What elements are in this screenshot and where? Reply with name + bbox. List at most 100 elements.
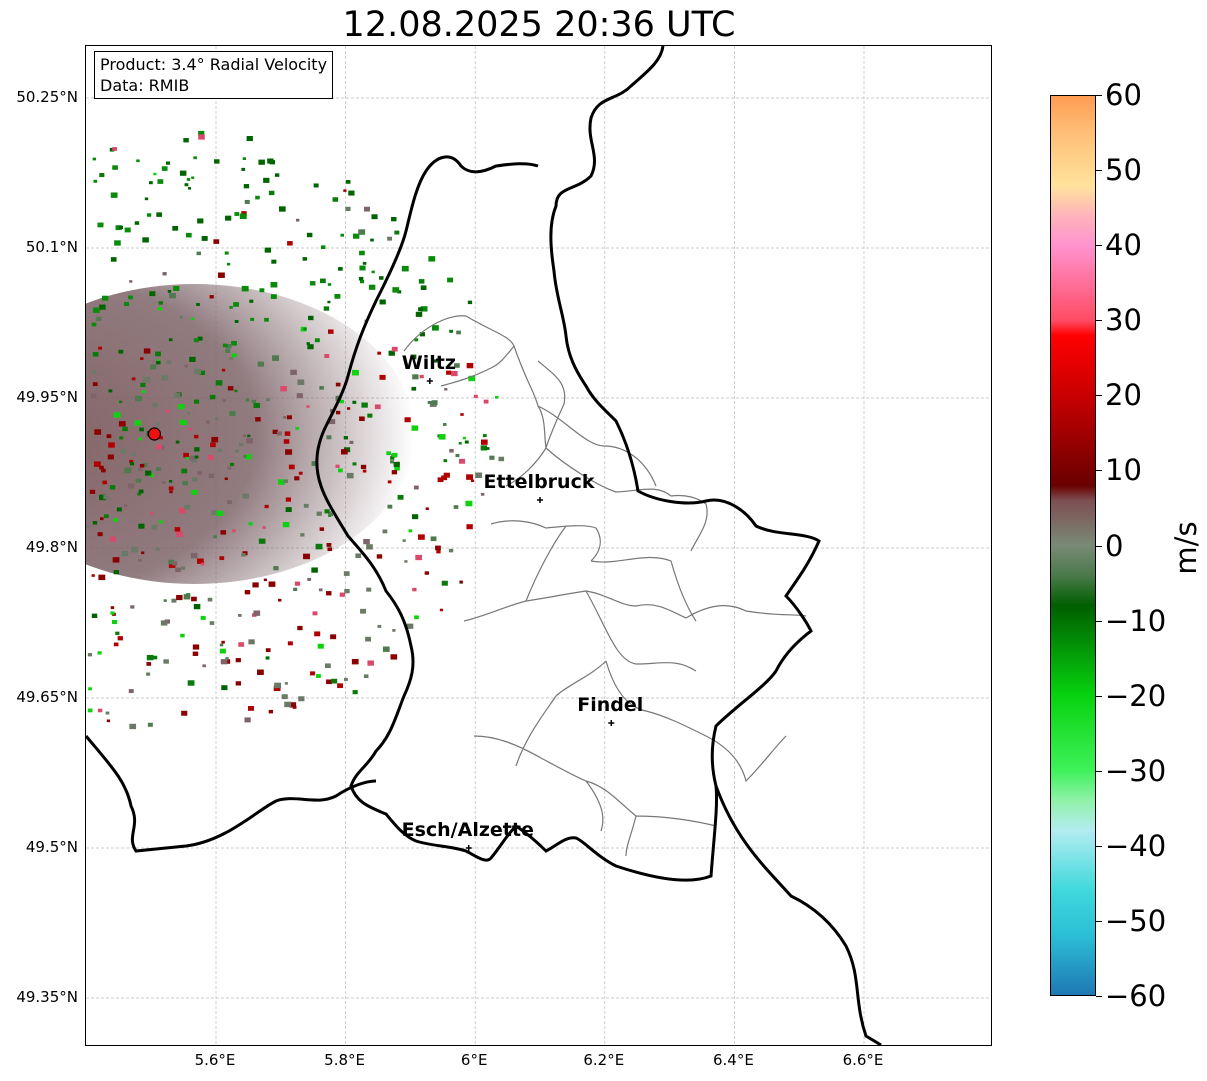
echo-pixel (337, 683, 343, 689)
echo-pixel (99, 304, 106, 310)
echo-pixel (91, 322, 97, 327)
echo-pixel (149, 291, 156, 297)
echo-pixel (131, 377, 136, 381)
echo-pixel (138, 559, 142, 562)
echo-pixel (138, 467, 143, 472)
echo-pixel (467, 300, 473, 305)
echo-pixel (156, 212, 162, 217)
echo-pixel (295, 426, 299, 430)
echo-pixel (183, 452, 189, 458)
city-marker (608, 720, 615, 726)
echo-pixel (418, 307, 423, 312)
echo-pixel (242, 493, 249, 499)
colorbar-tick-mark (1096, 545, 1102, 547)
echo-pixel (192, 477, 198, 482)
echo-pixel (391, 216, 397, 222)
echo-pixel (115, 631, 120, 635)
echo-pixel (88, 687, 92, 691)
echo-pixel (238, 442, 244, 447)
echo-pixel (456, 330, 461, 335)
echo-pixel (249, 299, 254, 303)
echo-pixel (90, 393, 97, 398)
echo-pixel (323, 306, 330, 311)
latitude-label: 49.35°N (16, 988, 78, 1006)
echo-pixel (458, 442, 462, 445)
echo-pixel (319, 386, 324, 390)
echo-pixel (308, 315, 314, 321)
echo-pixel (224, 477, 228, 481)
echo-pixel (270, 282, 278, 288)
echo-pixel (225, 215, 232, 221)
echo-pixel (179, 315, 183, 319)
longitude-label: 6°E (460, 1051, 488, 1069)
echo-pixel (134, 420, 142, 426)
echo-pixel (483, 399, 489, 404)
echo-pixel (255, 195, 260, 200)
echo-pixel (87, 653, 93, 657)
echo-pixel (276, 431, 282, 436)
echo-pixel (462, 436, 466, 440)
echo-pixel (387, 504, 393, 509)
echo-pixel (221, 368, 226, 372)
echo-pixel (129, 280, 133, 283)
radar-site-marker[interactable] (147, 427, 162, 441)
echo-pixel (146, 672, 151, 676)
echo-pixel (111, 619, 118, 625)
echo-pixel (194, 368, 202, 375)
echo-pixel (315, 543, 323, 550)
echo-pixel (271, 259, 277, 264)
echo-pixel (138, 489, 144, 494)
echo-pixel (251, 399, 256, 404)
echo-pixel (138, 523, 145, 529)
echo-pixel (480, 492, 485, 496)
echo-pixel (368, 284, 376, 290)
echo-pixel (214, 417, 218, 421)
echo-pixel (387, 236, 393, 241)
echo-pixel (185, 456, 189, 460)
echo-pixel (343, 436, 348, 440)
echo-pixel (498, 456, 505, 462)
echo-pixel (213, 535, 217, 539)
echo-pixel (290, 369, 297, 375)
echo-pixel (386, 451, 392, 456)
echo-pixel (241, 211, 247, 216)
colorbar-unit-label: m/s (1169, 521, 1203, 575)
colorbar-tick-mark (1096, 695, 1102, 697)
city-label: Wiltz (401, 352, 456, 374)
echo-pixel (390, 460, 395, 464)
echo-pixel (224, 251, 229, 255)
echo-pixel (480, 445, 488, 451)
map-plot-area[interactable] (85, 45, 992, 1046)
colorbar-tick-label: 10 (1105, 453, 1142, 488)
echo-pixel (274, 682, 282, 689)
longitude-label: 6.2°E (583, 1051, 625, 1069)
echo-pixel (436, 550, 441, 554)
echo-pixel (211, 510, 218, 516)
echo-pixel (235, 658, 241, 663)
echo-pixel (141, 390, 146, 394)
echo-pixel (278, 598, 282, 602)
echo-pixel (470, 479, 475, 483)
echo-pixel (392, 287, 400, 293)
echo-pixel (327, 300, 331, 304)
echo-pixel (335, 464, 340, 468)
echo-pixel (108, 442, 115, 448)
echo-pixel (248, 639, 255, 645)
echo-pixel (226, 262, 231, 266)
echo-pixel (347, 407, 351, 410)
echo-pixel (282, 522, 290, 528)
echo-pixel (119, 436, 124, 440)
echo-pixel (272, 429, 278, 434)
echo-pixel (91, 370, 97, 374)
echo-pixel (219, 556, 225, 561)
echo-pixel (189, 455, 196, 461)
echo-pixel (360, 608, 367, 614)
echo-pixel (298, 471, 303, 475)
echo-pixel (152, 402, 158, 408)
echo-pixel (238, 642, 245, 647)
echo-pixel (181, 468, 188, 474)
echo-pixel (113, 412, 121, 418)
echo-pixel (303, 503, 309, 508)
echo-pixel (92, 521, 98, 525)
echo-pixel (119, 400, 123, 404)
